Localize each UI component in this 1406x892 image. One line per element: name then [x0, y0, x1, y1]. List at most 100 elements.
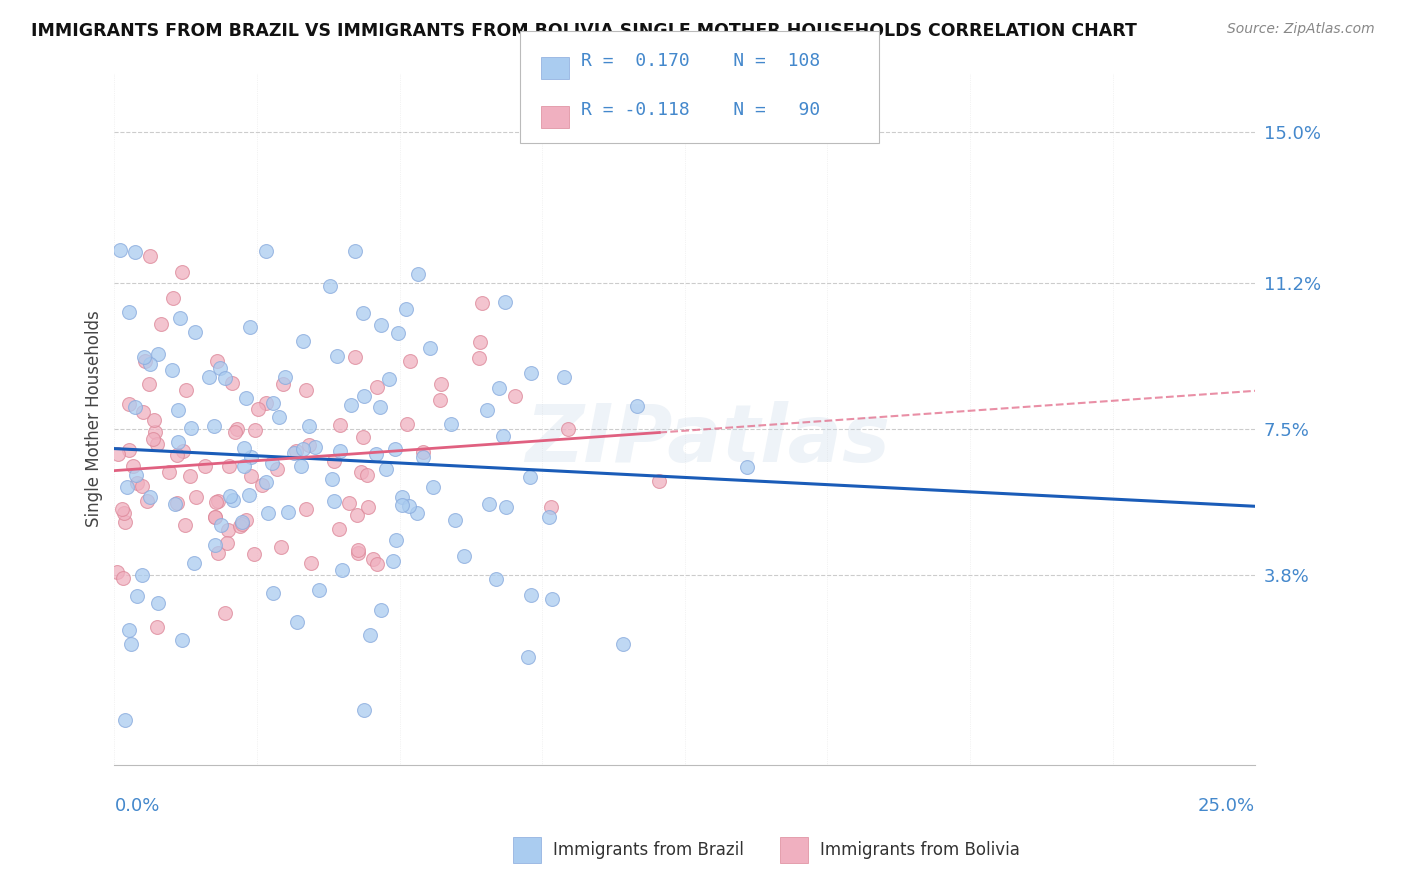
Point	[366, 380, 388, 394]
Point	[301, 556, 323, 570]
Point	[145, 619, 167, 633]
Point	[271, 377, 294, 392]
Point	[146, 437, 169, 451]
Point	[353, 389, 375, 403]
Point	[553, 370, 575, 384]
Point	[117, 624, 139, 638]
Point	[146, 346, 169, 360]
Point	[541, 592, 564, 607]
Point	[204, 509, 226, 524]
Point	[323, 494, 346, 508]
Point	[328, 522, 350, 536]
Point	[375, 462, 398, 476]
Point	[382, 554, 405, 568]
Point	[612, 636, 634, 650]
Point	[308, 583, 330, 598]
Point	[114, 506, 136, 520]
Point	[257, 506, 280, 520]
Point	[117, 443, 139, 458]
Point	[125, 468, 148, 483]
Point	[115, 480, 138, 494]
Point	[134, 353, 156, 368]
Point	[124, 244, 146, 259]
Point	[398, 353, 420, 368]
Point	[118, 397, 141, 411]
Point	[385, 533, 408, 547]
Point	[290, 458, 312, 473]
Point	[136, 494, 159, 508]
Point	[648, 474, 671, 488]
Point	[269, 410, 291, 425]
Point	[357, 500, 380, 515]
Point	[343, 350, 366, 364]
Point	[180, 421, 202, 435]
Point	[114, 713, 136, 727]
Point	[270, 540, 292, 554]
Point	[157, 465, 180, 479]
Point	[298, 419, 321, 434]
Point	[291, 442, 314, 456]
Point	[162, 291, 184, 305]
Point	[384, 442, 406, 457]
Point	[344, 244, 367, 258]
Text: Immigrants from Brazil: Immigrants from Brazil	[553, 841, 744, 859]
Point	[477, 403, 499, 417]
Point	[235, 513, 257, 527]
Point	[207, 494, 229, 508]
Point	[163, 497, 186, 511]
Point	[114, 515, 136, 529]
Point	[405, 506, 427, 520]
Point	[229, 518, 252, 533]
Point	[419, 341, 441, 355]
Y-axis label: Single Mother Households: Single Mother Households	[86, 310, 103, 527]
Point	[391, 491, 413, 505]
Text: R =  0.170    N =  108: R = 0.170 N = 108	[581, 53, 820, 70]
Point	[262, 396, 284, 410]
Point	[295, 383, 318, 397]
Point	[298, 438, 321, 452]
Point	[167, 403, 190, 417]
Point	[444, 513, 467, 527]
Point	[292, 334, 315, 348]
Point	[346, 543, 368, 558]
Point	[204, 538, 226, 552]
Point	[359, 628, 381, 642]
Point	[107, 447, 129, 461]
Point	[166, 496, 188, 510]
Point	[143, 413, 166, 427]
Point	[207, 546, 229, 560]
Point	[186, 490, 208, 504]
Point	[398, 499, 420, 513]
Point	[266, 462, 288, 476]
Text: Immigrants from Bolivia: Immigrants from Bolivia	[820, 841, 1019, 859]
Point	[169, 311, 191, 326]
Point	[105, 565, 128, 579]
Point	[412, 445, 434, 459]
Point	[222, 493, 245, 508]
Point	[235, 391, 257, 405]
Point	[221, 376, 243, 390]
Point	[519, 469, 541, 483]
Point	[396, 417, 419, 431]
Point	[243, 423, 266, 437]
Point	[224, 425, 246, 439]
Point	[218, 459, 240, 474]
Point	[440, 417, 463, 431]
Point	[391, 498, 413, 512]
Point	[118, 304, 141, 318]
Point	[204, 510, 226, 524]
Point	[197, 369, 219, 384]
Point	[143, 425, 166, 439]
Point	[172, 633, 194, 648]
Point	[240, 450, 263, 464]
Point	[366, 557, 388, 571]
Point	[240, 468, 263, 483]
Point	[468, 351, 491, 365]
Point	[108, 244, 131, 258]
Point	[149, 317, 172, 331]
Point	[131, 479, 153, 493]
Point	[172, 444, 194, 458]
Point	[262, 456, 284, 470]
Point	[378, 372, 401, 386]
Point	[319, 279, 342, 293]
